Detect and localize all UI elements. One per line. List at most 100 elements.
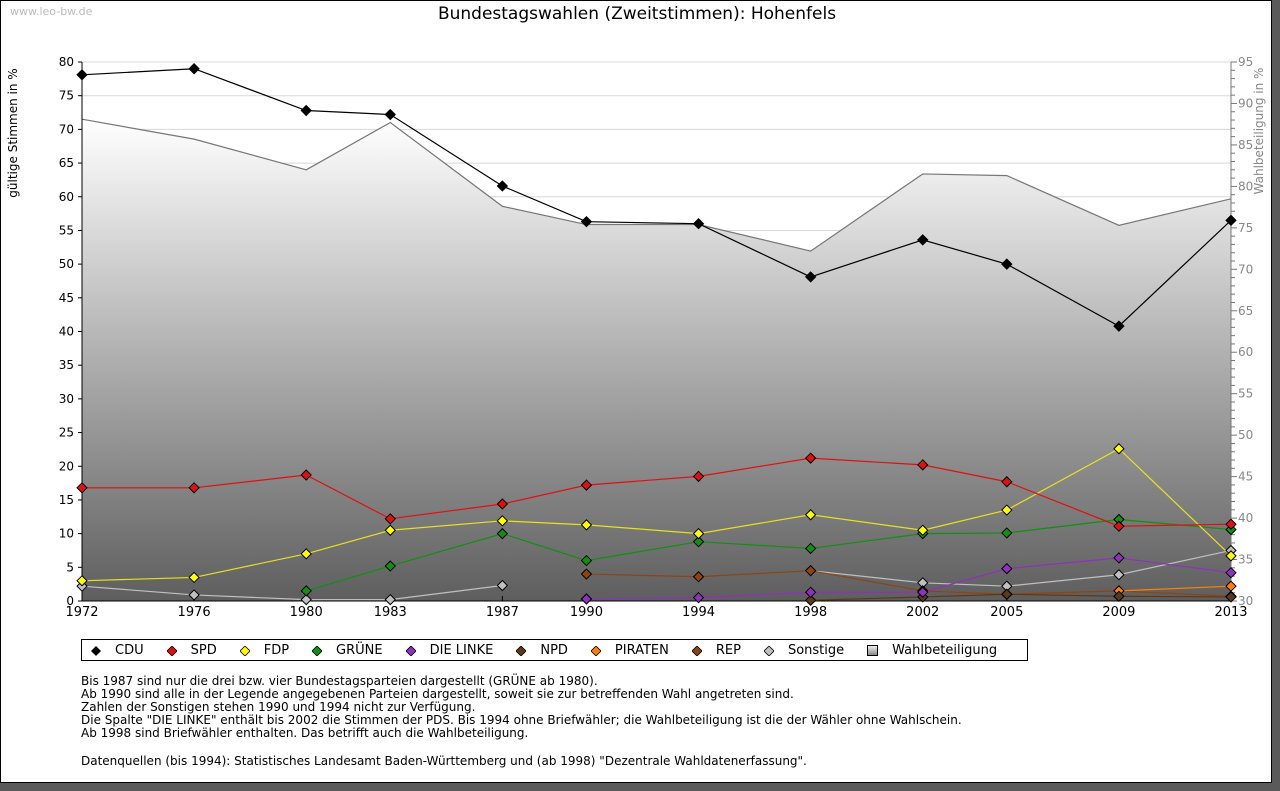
legend-label: CDU bbox=[115, 642, 144, 658]
data-point-cdu bbox=[300, 104, 312, 117]
data-point-gr-ne bbox=[1001, 527, 1013, 539]
data-point-rep bbox=[580, 568, 593, 580]
data-point-cdu bbox=[804, 271, 817, 283]
y-tick-label: 25 bbox=[59, 426, 74, 440]
x-tick-label: 2009 bbox=[1102, 605, 1135, 620]
data-point-npd bbox=[804, 594, 817, 607]
data-point-fdp bbox=[76, 575, 88, 587]
data-point-cdu bbox=[692, 217, 705, 230]
data-point-gr-ne bbox=[496, 527, 509, 540]
legend-label: GRÜNE bbox=[336, 642, 383, 658]
data-point-gr-ne bbox=[300, 585, 312, 597]
data-point-npd bbox=[1001, 588, 1013, 600]
data-point-fdp bbox=[580, 519, 593, 531]
data-point-npd bbox=[1113, 590, 1125, 602]
data-point-gr-ne bbox=[692, 536, 705, 548]
data-point-spd bbox=[1113, 520, 1125, 532]
legend-item: NPD bbox=[515, 642, 568, 658]
y-tick-label: 80 bbox=[59, 55, 74, 69]
y-tick-label: 10 bbox=[59, 527, 74, 541]
data-point-gr-ne bbox=[804, 542, 817, 555]
data-point-gr-ne bbox=[384, 560, 396, 572]
y2-tick-label: 90 bbox=[1238, 96, 1253, 110]
turnout-line bbox=[81, 118, 1232, 252]
y2-tick-label: 55 bbox=[1238, 387, 1253, 401]
legend-item: DIE LINKE bbox=[405, 642, 494, 658]
data-point-spd bbox=[188, 482, 200, 494]
data-point-fdp bbox=[1001, 504, 1013, 516]
diamond-marker-icon bbox=[311, 645, 323, 657]
data-point-die-linke bbox=[1001, 562, 1013, 575]
data-point-spd bbox=[384, 513, 396, 525]
notes: Bis 1987 sind nur die drei bzw. vier Bun… bbox=[81, 675, 962, 740]
data-point-die-linke bbox=[917, 586, 929, 598]
legend-label: DIE LINKE bbox=[429, 642, 494, 658]
x-tick-label: 1976 bbox=[178, 605, 211, 620]
data-point-cdu bbox=[76, 69, 88, 81]
y2-tick-label: 30 bbox=[1238, 594, 1253, 608]
legend-label: Sonstige bbox=[787, 642, 845, 658]
y-tick-label: 45 bbox=[59, 291, 74, 305]
note-line: Zahlen der Sonstigen stehen 1990 und 199… bbox=[81, 700, 476, 714]
diamond-marker-icon bbox=[691, 645, 703, 657]
legend-item: Wahlbeteiligung bbox=[867, 643, 997, 658]
data-point-die-linke bbox=[804, 586, 817, 598]
y2-axis-label: Wahlbeteiligung in % bbox=[1252, 68, 1266, 195]
square-marker-icon bbox=[867, 644, 879, 656]
x-tick-label: 1987 bbox=[486, 605, 519, 620]
y-tick-label: 35 bbox=[59, 358, 74, 372]
series-line-cdu bbox=[81, 68, 1232, 327]
diamond-marker-icon bbox=[166, 645, 178, 657]
data-point-rep bbox=[692, 571, 705, 583]
diamond-marker-icon bbox=[405, 645, 417, 657]
y2-tick-label: 40 bbox=[1238, 511, 1253, 525]
data-point-sonstige bbox=[300, 593, 312, 606]
data-point-cdu bbox=[580, 215, 593, 228]
data-point-die-linke bbox=[692, 591, 705, 604]
data-point-spd bbox=[692, 470, 705, 483]
x-tick-label: 2002 bbox=[906, 605, 939, 620]
data-point-npd bbox=[1225, 591, 1237, 603]
legend-item: Sonstige bbox=[763, 642, 845, 658]
diamond-marker-icon bbox=[763, 645, 775, 657]
data-point-fdp bbox=[300, 548, 312, 560]
series-line-spd bbox=[82, 457, 1232, 527]
legend-label: SPD bbox=[190, 642, 217, 658]
legend-label: NPD bbox=[540, 642, 568, 658]
data-point-sonstige bbox=[1113, 569, 1125, 581]
y-tick-label: 40 bbox=[59, 325, 74, 339]
data-point-sonstige bbox=[188, 589, 200, 601]
axes: 0 5 10 15 20 25 30 35 40 45 50 55 60 65 70 75 80 30 35 40 45… bbox=[59, 55, 1254, 620]
x-tick-label: 1998 bbox=[794, 605, 827, 620]
data-point-cdu bbox=[1113, 320, 1125, 332]
legend-label: PIRATEN bbox=[614, 642, 669, 658]
legend-label: FDP bbox=[263, 642, 290, 658]
y-tick-label: 75 bbox=[59, 89, 74, 103]
chart-title: Bundestagswahlen (Zweitstimmen): Hohenfe… bbox=[437, 4, 837, 24]
note-line: Bis 1987 sind nur die drei bzw. vier Bun… bbox=[81, 674, 598, 688]
legend-item: SPD bbox=[166, 642, 217, 658]
y-tick-label: 20 bbox=[59, 459, 74, 473]
data-point-spd bbox=[580, 479, 593, 491]
note-line: Ab 1990 sind alle in der Legende angegeb… bbox=[81, 687, 794, 701]
turnout-area-fill bbox=[82, 119, 1231, 602]
y2-tick-label: 60 bbox=[1238, 345, 1253, 359]
x-tick-label: 1990 bbox=[570, 605, 603, 620]
legend-label: Wahlbeteiligung bbox=[892, 642, 998, 658]
legend-item: GRÜNE bbox=[311, 642, 383, 658]
data-point-cdu bbox=[496, 180, 509, 192]
y-tick-label: 55 bbox=[59, 223, 74, 237]
series-points bbox=[76, 63, 1237, 607]
data-point-spd bbox=[300, 469, 312, 481]
diamond-marker-icon bbox=[590, 645, 602, 657]
legend: CDU SPD FDP GRÜNE DIE LINKE NPD PIRATEN REP Sons… bbox=[81, 639, 1028, 661]
data-point-die-linke bbox=[580, 593, 593, 605]
y-tick-label: 50 bbox=[59, 257, 74, 271]
diamond-marker-icon bbox=[91, 645, 101, 656]
data-point-sonstige bbox=[384, 593, 396, 606]
data-source-note: Datenquellen (bis 1994): Statistisches L… bbox=[81, 754, 807, 768]
y-tick-label: 70 bbox=[59, 122, 74, 136]
y-tick-label: 30 bbox=[59, 392, 74, 406]
data-point-fdp bbox=[917, 524, 929, 536]
